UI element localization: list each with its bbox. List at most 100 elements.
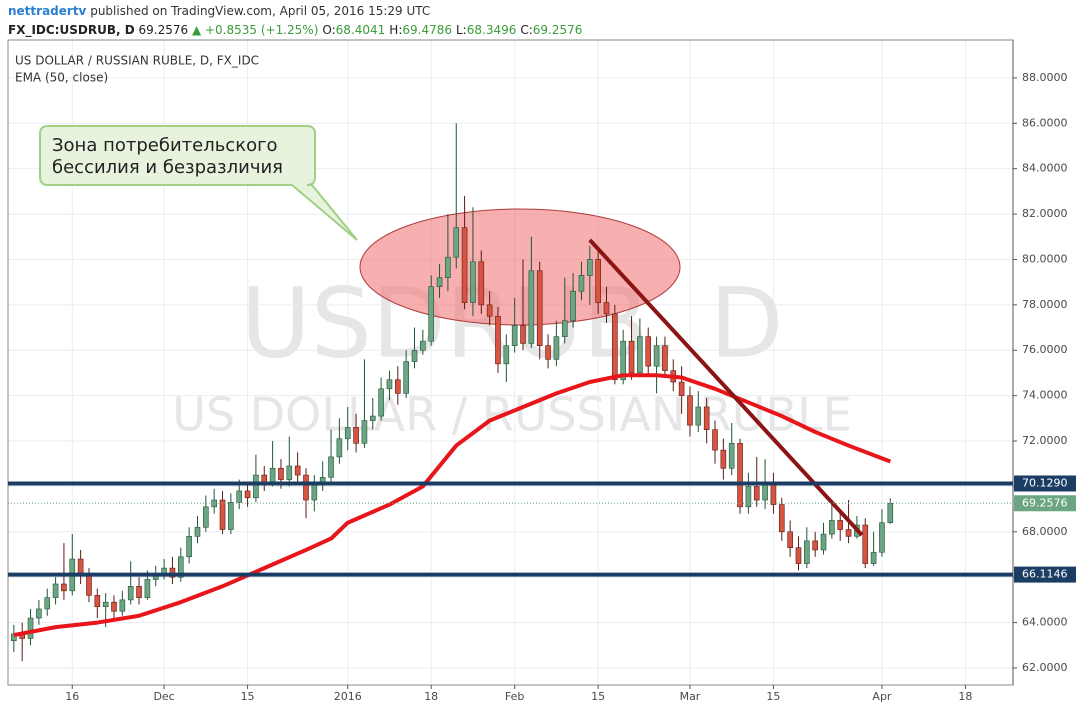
candle-body: [778, 504, 785, 533]
candle-body: [820, 533, 827, 551]
header-symbol-line: FX_IDC:USDRUB, D 69.2576 ▲ +0.8535 (+1.2…: [8, 23, 582, 38]
candle-body: [645, 336, 652, 367]
ohlc-key: O:: [322, 23, 335, 37]
candle-body: [411, 349, 418, 362]
candle-body: [737, 442, 743, 508]
candle-body: [720, 449, 727, 469]
candle-body: [244, 490, 251, 499]
candle-body: [194, 526, 201, 537]
candle-body: [36, 608, 42, 619]
candle-body: [336, 438, 343, 458]
header-published: published on TradingView.com, April 05, …: [90, 4, 430, 18]
y-tick-label: 64.0000: [1022, 616, 1068, 629]
candle-body: [136, 585, 142, 598]
header-change: ▲ +0.8535 (+1.25%): [192, 23, 318, 37]
x-tick-label: Feb: [505, 690, 524, 703]
x-tick-label: 15: [591, 690, 605, 703]
candle-body: [787, 531, 793, 548]
candle-body: [353, 427, 359, 444]
candle-body: [678, 381, 685, 396]
x-tick-label: 15: [241, 690, 255, 703]
candle-body: [386, 379, 393, 390]
level-label-box: [1014, 475, 1076, 492]
candle-body: [703, 406, 710, 430]
candle-body: [177, 556, 184, 578]
candle-body: [186, 536, 192, 558]
last-price-label: 69.2576: [1022, 496, 1068, 509]
candle-body: [887, 502, 894, 523]
candle-body: [269, 467, 276, 483]
candle-body: [753, 486, 760, 501]
candle-body: [127, 585, 134, 601]
candle-body: [303, 474, 309, 501]
callout-line: бессилия и безразличия: [52, 157, 283, 178]
candle-body: [294, 465, 301, 476]
y-tick-label: 78.0000: [1022, 298, 1068, 311]
candle-body: [520, 324, 526, 344]
level-label: 66.1146: [1022, 568, 1068, 581]
candle-body: [228, 502, 234, 530]
header-last: 69.2576: [138, 23, 188, 37]
x-tick-label: Apr: [872, 690, 892, 703]
x-tick-label: 18: [424, 690, 438, 703]
callout-box: [39, 125, 358, 241]
x-tick-label: 16: [65, 690, 79, 703]
x-tick-label: 15: [766, 690, 780, 703]
candle-body: [511, 324, 518, 347]
y-tick-label: 84.0000: [1022, 162, 1068, 175]
candle-body: [829, 520, 835, 535]
candle-body: [470, 261, 476, 303]
candle-body: [545, 345, 551, 360]
candle-body: [812, 540, 818, 551]
ohlc-value: 69.4786: [402, 23, 452, 37]
candle-body: [879, 522, 885, 553]
trend-line: [588, 238, 864, 537]
candle-body: [420, 340, 426, 351]
candle-body: [495, 315, 501, 365]
candle-body: [637, 336, 643, 374]
x-tick-label: 2016: [334, 690, 362, 703]
candle-body: [553, 336, 560, 360]
candle-body: [745, 486, 752, 508]
candle-body: [102, 601, 109, 608]
callout-line: Зона потребительского: [52, 135, 278, 156]
header-line: nettradertv published on TradingView.com…: [8, 4, 430, 18]
candle-body: [378, 388, 384, 417]
x-tick-label: 18: [958, 690, 972, 703]
candle-body: [211, 499, 217, 508]
candle-body: [695, 406, 702, 426]
ohlc-value: 68.3496: [467, 23, 517, 37]
candle-body: [578, 275, 585, 292]
candle-body: [203, 506, 209, 528]
candle-body: [837, 520, 844, 530]
candle-body: [328, 456, 334, 478]
y-tick-label: 82.0000: [1022, 207, 1068, 220]
candle-body: [612, 313, 618, 381]
y-tick-label: 80.0000: [1022, 252, 1068, 265]
candle-body: [628, 340, 635, 374]
candle-body: [586, 259, 593, 276]
ohlc-key: C:: [520, 23, 532, 37]
candle-body: [662, 345, 668, 371]
candle-body: [795, 547, 802, 564]
candle-body: [311, 483, 318, 501]
candle-body: [344, 427, 351, 440]
candle-body: [219, 499, 226, 530]
candle-body: [570, 290, 576, 322]
y-tick-label: 68.0000: [1022, 525, 1068, 538]
ohlc-value: 68.4041: [336, 23, 386, 37]
candle-body: [870, 551, 877, 564]
candle-body: [486, 304, 493, 317]
candle-body: [77, 558, 84, 576]
candle-body: [52, 583, 59, 598]
level-label-box: [1014, 566, 1076, 583]
candle-body: [144, 579, 151, 598]
candle-body: [445, 256, 451, 278]
candle-body: [61, 583, 67, 592]
candle-body: [236, 490, 243, 503]
candle-body: [528, 270, 535, 344]
candle-body: [461, 227, 468, 303]
header-user[interactable]: nettradertv: [8, 4, 87, 18]
ohlc-key: H:: [389, 23, 402, 37]
candle-body: [253, 474, 259, 499]
